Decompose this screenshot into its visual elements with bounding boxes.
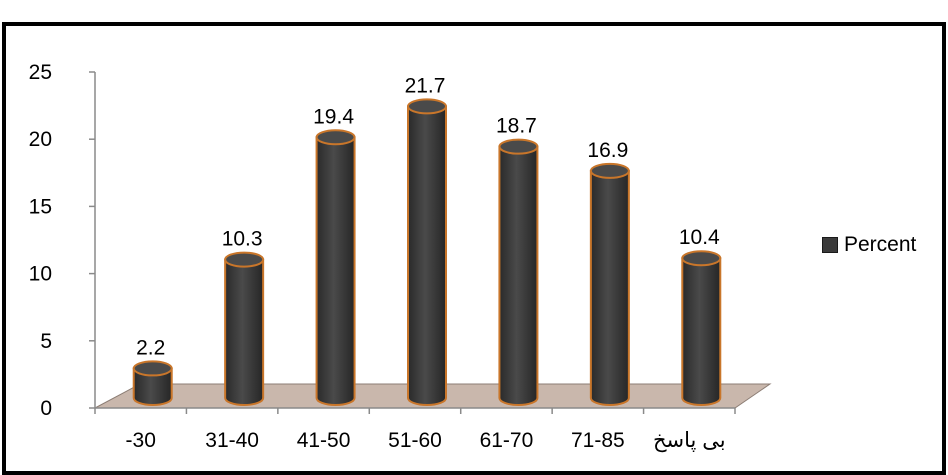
x-category-label: 51-60 <box>388 429 442 452</box>
x-category-label: 41-50 <box>297 429 351 452</box>
bar-body <box>681 257 722 406</box>
bar-3 <box>407 98 447 406</box>
bar-body <box>589 169 630 406</box>
data-label: 21.7 <box>405 74 446 97</box>
bar-6 <box>681 250 722 406</box>
y-tick-label: 5 <box>40 330 52 353</box>
legend-label: Percent <box>844 233 917 256</box>
bar-body <box>498 145 539 406</box>
data-label: 19.4 <box>313 105 354 128</box>
x-category-label: 61-70 <box>480 429 534 452</box>
y-tick-label: 10 <box>29 263 52 286</box>
bar-top <box>681 250 722 267</box>
data-label: 10.4 <box>679 226 720 249</box>
bar-top <box>407 98 447 115</box>
bar-body <box>407 105 447 406</box>
data-label: 2.2 <box>136 336 165 359</box>
bar-top <box>132 360 173 377</box>
bar-2 <box>315 129 356 406</box>
data-label: 16.9 <box>587 139 628 162</box>
legend-swatch <box>822 237 838 253</box>
bar-4 <box>498 138 539 406</box>
data-label: 18.7 <box>496 115 537 138</box>
bar-top <box>589 162 630 179</box>
bar-body <box>315 136 356 406</box>
y-tick-label: 25 <box>29 61 52 84</box>
legend: Percent <box>822 233 916 257</box>
bar-0 <box>132 360 173 406</box>
bar-top <box>498 138 539 155</box>
x-category-label: 71-85 <box>571 429 625 452</box>
bar-body <box>224 258 265 406</box>
bar-top <box>224 251 265 268</box>
bar-top <box>315 129 356 146</box>
x-category-label: بی پاسخ <box>653 429 726 452</box>
chart-frame-border <box>2 22 946 475</box>
bar-body <box>132 367 173 406</box>
bar-1 <box>224 251 265 406</box>
x-category-label: 31-40 <box>205 429 259 452</box>
y-tick-label: 20 <box>29 128 52 151</box>
y-tick-label: 15 <box>29 195 52 218</box>
data-label: 10.3 <box>222 228 263 251</box>
y-tick-label: 0 <box>40 397 52 420</box>
x-category-label: -30 <box>126 429 156 452</box>
bar-5 <box>589 162 630 406</box>
